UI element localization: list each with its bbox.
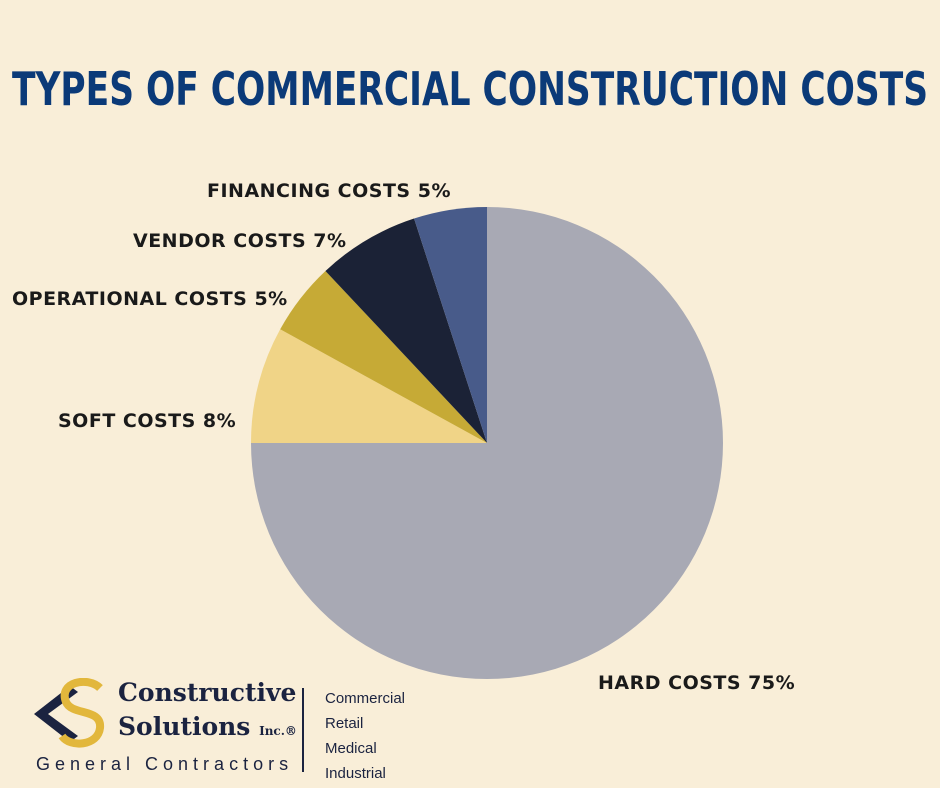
label-financing-costs: FINANCING COSTS 5% xyxy=(207,180,451,202)
brand-name-line1: Constructive xyxy=(118,678,297,707)
brand-name-solutions: Solutions xyxy=(118,712,251,741)
sector-item: Commercial xyxy=(325,690,406,707)
label-hard-costs: HARD COSTS 75% xyxy=(598,672,796,694)
brand-name-line2: Solutions Inc.® xyxy=(118,712,297,741)
chart-title-text: TYPES OF COMMERCIAL CONSTRUCTION COSTS xyxy=(12,62,928,115)
pie-slice-soft-costs xyxy=(251,329,487,443)
pie-slice-financing-costs xyxy=(414,207,487,443)
footer-divider xyxy=(302,688,304,772)
pie-slice-vendor-costs xyxy=(325,218,487,443)
chart-title: TYPES OF COMMERCIAL CONSTRUCTION COSTS xyxy=(12,62,928,115)
pie-slice-operational-costs xyxy=(280,270,487,443)
sector-list: Commercial Retail Medical Industrial xyxy=(325,686,405,786)
company-logo-icon xyxy=(34,678,104,748)
brand-suffix: Inc.® xyxy=(259,724,297,738)
sector-item: Industrial xyxy=(325,765,386,782)
label-soft-costs: SOFT COSTS 8% xyxy=(58,410,237,432)
label-vendor-costs: VENDOR COSTS 7% xyxy=(133,230,347,252)
brand-tagline: General Contractors xyxy=(36,754,294,774)
sector-item: Retail xyxy=(325,715,364,732)
sector-item: Medical xyxy=(325,740,377,757)
label-operational-costs: OPERATIONAL COSTS 5% xyxy=(12,288,288,310)
